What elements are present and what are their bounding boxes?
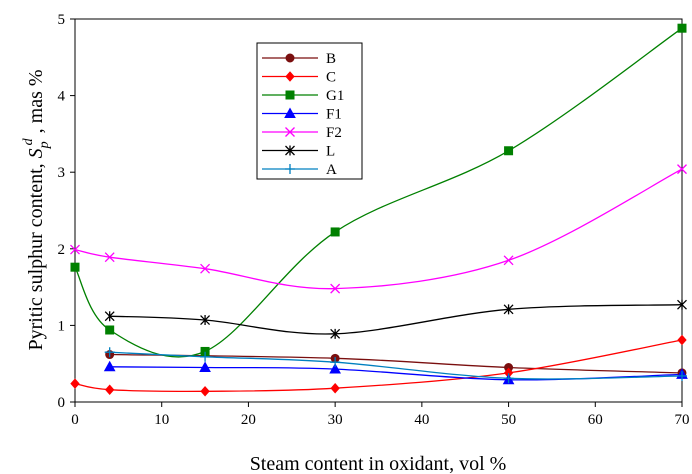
data-point-g1 [70, 262, 80, 272]
legend-label-a: A [326, 162, 337, 178]
data-point-a [200, 351, 211, 362]
legend-label-f1: F1 [326, 107, 342, 123]
legend-marker-f1 [284, 107, 296, 118]
x-axis-title: Steam content in oxidant, vol % [250, 453, 507, 474]
legend-marker-b [285, 53, 295, 63]
data-point-a [677, 370, 687, 381]
data-point-f2 [70, 244, 80, 255]
data-point-c [330, 382, 340, 394]
data-point-g1 [504, 146, 514, 156]
x-tick-label: 60 [588, 412, 603, 428]
plot-lines [74, 27, 683, 392]
legend-marker-a [285, 164, 295, 174]
legend-marker-g1 [285, 90, 295, 100]
legend-label-g1: G1 [326, 88, 344, 104]
data-point-c [105, 384, 115, 395]
data-point-g1 [677, 23, 687, 33]
x-tick-label: 10 [154, 412, 169, 428]
plot-frame [74, 18, 683, 403]
y-axis-title-superscript: d [21, 137, 36, 145]
series-line-l [109, 304, 683, 335]
legend-marker-f2 [285, 127, 295, 137]
data-point-f1 [103, 360, 116, 372]
data-point-g1 [330, 227, 340, 237]
data-point-f1 [199, 361, 211, 373]
data-point-a [330, 357, 341, 368]
data-point-c [70, 378, 80, 389]
axes: 0 10 20 30 40 50 60 70 0 1 2 3 4 5 [58, 12, 690, 428]
y-tick-label: 3 [58, 165, 66, 181]
data-point-g1 [105, 325, 115, 335]
y-tick-label: 4 [58, 89, 66, 105]
x-tick-label: 0 [71, 412, 79, 428]
data-point-a [503, 373, 514, 384]
legend-marker-l [285, 145, 295, 156]
legend-marker-c [285, 71, 295, 82]
y-tick-label: 5 [58, 12, 66, 28]
x-tick-label: 30 [328, 412, 343, 428]
series-line-a [109, 351, 683, 380]
y-axis-title-subscript: p [37, 141, 52, 149]
data-point-l [330, 328, 341, 339]
legend-box [256, 42, 363, 180]
legend-label-f2: F2 [326, 125, 342, 141]
data-point-l [104, 311, 115, 322]
legend: BC G1 F1 F2 LA [256, 42, 363, 180]
data-point-f2 [200, 263, 211, 274]
data-point-f2 [503, 255, 514, 266]
y-axis-title-suffix: , mas % [25, 69, 47, 138]
data-point-c [677, 334, 687, 346]
data-point-f1 [329, 363, 341, 374]
data-point-f2 [677, 164, 687, 175]
data-point-f2 [104, 252, 115, 263]
data-point-c [200, 386, 210, 397]
legend-label-c: C [326, 70, 336, 86]
x-tick-label: 40 [414, 412, 429, 428]
series-line-g1 [74, 27, 683, 358]
y-tick-label: 0 [58, 395, 66, 411]
data-point-l [677, 299, 687, 310]
data-point-f2 [330, 283, 341, 294]
y-axis-title: Pyritic sulphur content, Spd , mas % [21, 69, 52, 350]
y-tick-label: 2 [58, 242, 66, 258]
legend-label-l: L [326, 144, 335, 160]
data-point-a [104, 347, 115, 358]
data-point-l [200, 315, 211, 326]
x-tick-label: 20 [241, 412, 256, 428]
y-tick-label: 1 [58, 318, 66, 334]
data-point-l [503, 304, 514, 315]
x-tick-label: 70 [675, 412, 690, 428]
y-axis-title-prefix: Pyritic sulphur content, [25, 158, 47, 350]
plot-markers [70, 23, 688, 397]
series-line-f2 [74, 168, 683, 290]
legend-label-b: B [326, 51, 336, 67]
x-tick-label: 50 [501, 412, 516, 428]
y-axis-title-symbol: S [25, 148, 47, 158]
